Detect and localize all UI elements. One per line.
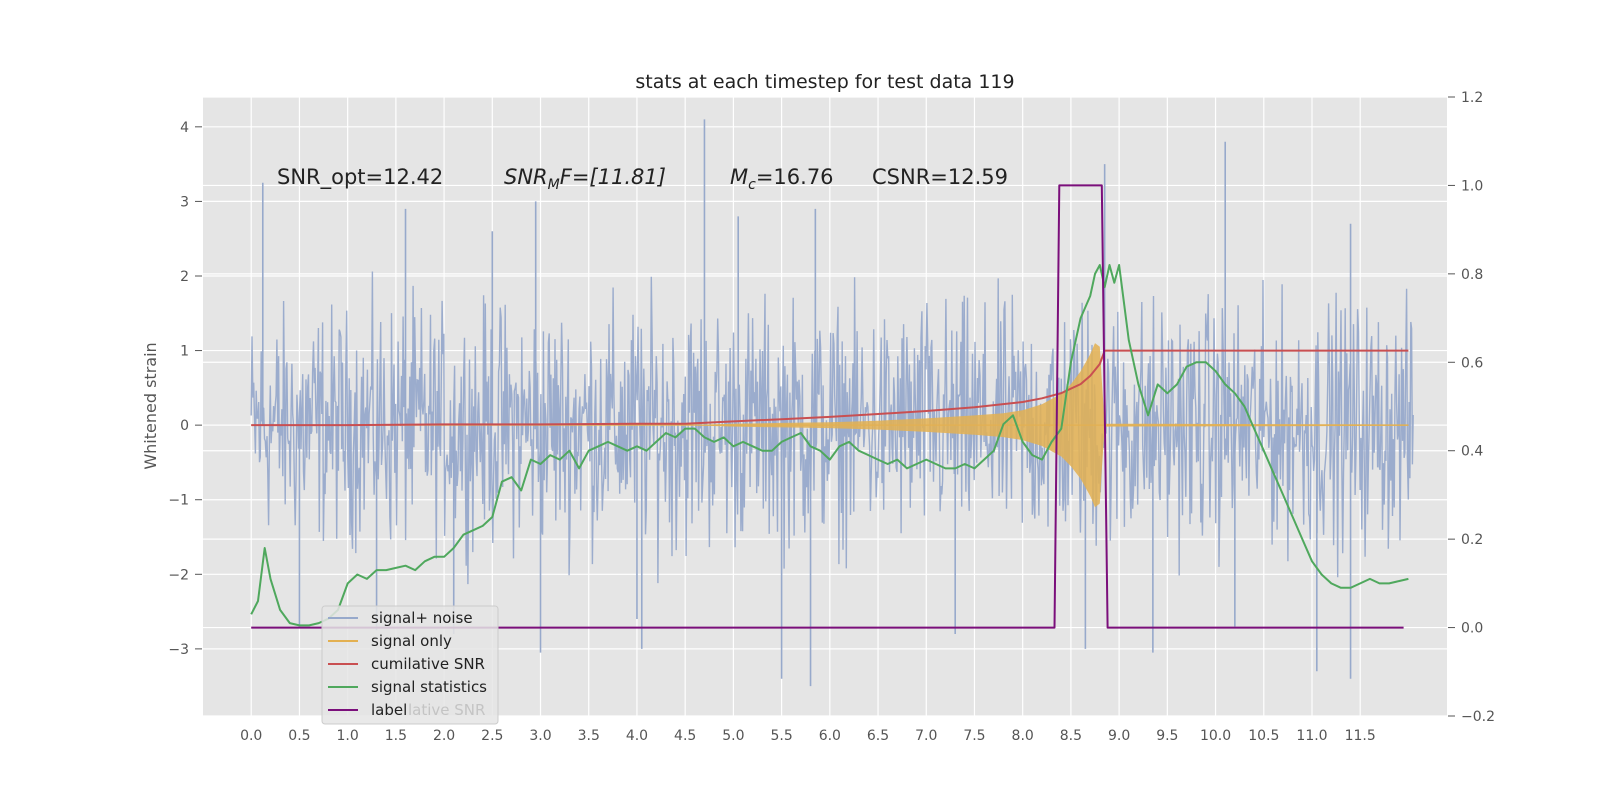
x-tick-label: 1.0 — [337, 728, 359, 744]
y-tick-label: 2 — [180, 269, 189, 285]
y2-tick-label: 1.2 — [1461, 90, 1483, 106]
signal-noise-line — [250, 271, 1414, 585]
legend-label-statistics: signal statistics — [371, 678, 487, 696]
x-tick-label: 10.5 — [1248, 728, 1279, 744]
annotation-csnr: CSNR=12.59 — [872, 165, 1008, 189]
y-tick-label: 0 — [180, 418, 189, 434]
y-tick-label: −3 — [168, 642, 189, 658]
x-tick-label: 7.0 — [915, 728, 937, 744]
axis-ticks: 0.0 0.5 1.0 1.5 2.0 2.5 3.0 3.5 4.0 4.5 5.0 5.5 6.0 6… — [168, 90, 1495, 744]
x-tick-label: 2.0 — [433, 728, 455, 744]
y2-tick-label: 0.6 — [1461, 355, 1483, 371]
label-line — [251, 184, 1404, 629]
signal-statistics-line — [250, 264, 1409, 627]
x-tick-label: 1.5 — [385, 728, 407, 744]
legend-box — [321, 605, 499, 725]
x-tick-label: 10.0 — [1200, 728, 1231, 744]
chart-title: stats at each timestep for test data 119 — [635, 71, 1014, 93]
y-tick-label: 3 — [180, 194, 189, 210]
x-tick-label: 11.0 — [1296, 728, 1327, 744]
annotation-mc-main: M — [730, 165, 748, 189]
annotation-chirp-mass: Mc=16.76 — [730, 165, 834, 193]
x-tick-label: 4.0 — [626, 728, 648, 744]
y2-tick-label: 0.4 — [1461, 444, 1483, 460]
annotation-mc-sub: c — [748, 177, 756, 193]
x-tick-label: 0.5 — [288, 728, 310, 744]
x-tick-label: 6.0 — [819, 728, 841, 744]
y2-tick-label: −0.2 — [1461, 709, 1495, 725]
x-tick-label: 9.5 — [1156, 728, 1178, 744]
x-tick-label: 0.0 — [240, 728, 262, 744]
y-tick-label: −2 — [168, 567, 189, 583]
x-tick-label: 5.5 — [770, 728, 792, 744]
x-tick-label: 6.5 — [867, 728, 889, 744]
y-axis-label: Whitened strain — [141, 342, 160, 469]
y2-tick-label: 0.0 — [1461, 621, 1483, 637]
annotation-snr-mf-sub: M — [548, 177, 560, 193]
x-tick-label: 5.0 — [722, 728, 744, 744]
x-tick-label: 8.0 — [1012, 728, 1034, 744]
legend-ghost-text: lative SNR — [408, 701, 485, 719]
y-tick-label: 1 — [180, 344, 189, 360]
x-tick-label: 11.5 — [1345, 728, 1376, 744]
cumulative-snr-series — [251, 349, 1409, 427]
cumulative-snr-line — [251, 349, 1409, 427]
y-tick-label: −1 — [168, 493, 189, 509]
x-tick-label: 3.5 — [578, 728, 600, 744]
annotation-snr-mf-rest: F=[11.81] — [560, 165, 666, 189]
annotation-snr-mf-main: SNR — [504, 165, 548, 189]
annotation-snr-mf: SNRMF=[11.81] — [504, 165, 666, 193]
annotation-mc-rest: =16.76 — [756, 165, 834, 189]
y2-tick-label: 0.2 — [1461, 532, 1483, 548]
signal-statistics-series — [250, 264, 1409, 627]
y2-tick-label: 0.8 — [1461, 267, 1483, 283]
x-tick-label: 7.5 — [963, 728, 985, 744]
annotation-snr-opt: SNR_opt=12.42 — [277, 165, 443, 190]
legend-label-label: label — [371, 701, 407, 719]
x-tick-label: 4.5 — [674, 728, 696, 744]
x-tick-label: 8.5 — [1060, 728, 1082, 744]
x-tick-label: 3.0 — [529, 728, 551, 744]
legend-label-noise: signal+ noise — [371, 609, 473, 627]
y-tick-label: 4 — [180, 120, 189, 136]
label-series — [251, 184, 1404, 629]
y2-tick-label: 1.0 — [1461, 178, 1483, 194]
legend-label-cumulative-snr: cumilative SNR — [371, 655, 485, 673]
legend-label-signal: signal only — [371, 632, 452, 650]
x-tick-label: 2.5 — [481, 728, 503, 744]
x-tick-label: 9.0 — [1108, 728, 1130, 744]
legend: signal+ noise signal only cumilative SNR… — [321, 605, 499, 725]
